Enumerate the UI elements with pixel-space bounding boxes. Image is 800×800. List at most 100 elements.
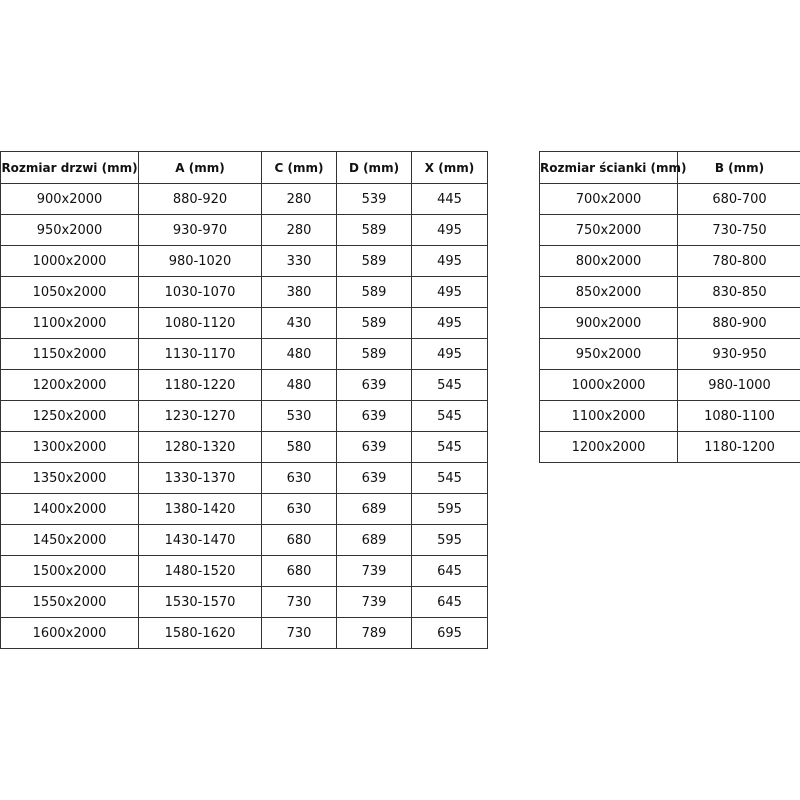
table-cell: 1450x2000 <box>0 524 139 556</box>
table-cell: 750x2000 <box>539 214 678 246</box>
table-cell: 495 <box>411 214 488 246</box>
table-row: 1350x2000 1330-1370 630 639 545 <box>0 462 488 494</box>
table-row: 850x2000 830-850 <box>539 276 800 308</box>
table-row: 900x2000 880-920 280 539 445 <box>0 183 488 215</box>
table-cell: 1400x2000 <box>0 493 139 525</box>
table-cell: 280 <box>261 214 337 246</box>
table-cell: 1480-1520 <box>138 555 262 587</box>
table-cell: 495 <box>411 276 488 308</box>
table-cell: 1550x2000 <box>0 586 139 618</box>
table-row: 1200x2000 1180-1200 <box>539 431 800 463</box>
table-cell: 595 <box>411 493 488 525</box>
table-cell: 1000x2000 <box>539 369 678 401</box>
table-cell: 639 <box>336 431 412 463</box>
table-cell: 1130-1170 <box>138 338 262 370</box>
table-cell: 589 <box>336 245 412 277</box>
table-cell: 689 <box>336 524 412 556</box>
table-row: 1300x2000 1280-1320 580 639 545 <box>0 431 488 463</box>
table-cell: 1050x2000 <box>0 276 139 308</box>
table-cell: 480 <box>261 369 337 401</box>
table-row: 1250x2000 1230-1270 530 639 545 <box>0 400 488 432</box>
table-cell: 830-850 <box>677 276 800 308</box>
table-cell: 680 <box>261 524 337 556</box>
table-cell: 1300x2000 <box>0 431 139 463</box>
table-row: 1000x2000 980-1000 <box>539 369 800 401</box>
table-row: 1600x2000 1580-1620 730 789 695 <box>0 617 488 649</box>
table-row: 1200x2000 1180-1220 480 639 545 <box>0 369 488 401</box>
table-cell: 680 <box>261 555 337 587</box>
table-cell: 980-1000 <box>677 369 800 401</box>
table-row: 750x2000 730-750 <box>539 214 800 246</box>
header-row: Rozmiar drzwi (mm) A (mm) C (mm) D (mm) X (m… <box>0 151 488 184</box>
table-row: 700x2000 680-700 <box>539 183 800 215</box>
table-cell: 1200x2000 <box>0 369 139 401</box>
table-cell: 589 <box>336 276 412 308</box>
table-cell: 1030-1070 <box>138 276 262 308</box>
table-cell: 730-750 <box>677 214 800 246</box>
table-cell: 1600x2000 <box>0 617 139 649</box>
table-cell: 595 <box>411 524 488 556</box>
column-header: B (mm) <box>677 151 800 184</box>
table-cell: 589 <box>336 214 412 246</box>
table-cell: 545 <box>411 369 488 401</box>
table-cell: 789 <box>336 617 412 649</box>
table-cell: 1500x2000 <box>0 555 139 587</box>
table-cell: 589 <box>336 338 412 370</box>
door-size-table: Rozmiar drzwi (mm) A (mm) C (mm) D (mm) X (m… <box>0 151 488 649</box>
table-cell: 730 <box>261 586 337 618</box>
table-cell: 495 <box>411 245 488 277</box>
table-cell: 430 <box>261 307 337 339</box>
table-cell: 495 <box>411 338 488 370</box>
header-row: Rozmiar ścianki (mm) B (mm) <box>539 151 800 184</box>
table-row: 1550x2000 1530-1570 730 739 645 <box>0 586 488 618</box>
table-cell: 680-700 <box>677 183 800 215</box>
table-cell: 900x2000 <box>0 183 139 215</box>
table-cell: 280 <box>261 183 337 215</box>
table-row: 1100x2000 1080-1100 <box>539 400 800 432</box>
table-row: 1000x2000 980-1020 330 589 495 <box>0 245 488 277</box>
table-cell: 1180-1200 <box>677 431 800 463</box>
table-cell: 1080-1100 <box>677 400 800 432</box>
wall-size-table: Rozmiar ścianki (mm) B (mm) 700x2000 680-7… <box>539 151 800 463</box>
table-cell: 445 <box>411 183 488 215</box>
table-cell: 1150x2000 <box>0 338 139 370</box>
table-cell: 530 <box>261 400 337 432</box>
table-cell: 850x2000 <box>539 276 678 308</box>
column-header: C (mm) <box>261 151 337 184</box>
table-cell: 380 <box>261 276 337 308</box>
table-row: 1400x2000 1380-1420 630 689 595 <box>0 493 488 525</box>
table-row: 1150x2000 1130-1170 480 589 495 <box>0 338 488 370</box>
table-row: 1100x2000 1080-1120 430 589 495 <box>0 307 488 339</box>
table-cell: 1230-1270 <box>138 400 262 432</box>
column-header: A (mm) <box>138 151 262 184</box>
table-cell: 580 <box>261 431 337 463</box>
table-cell: 330 <box>261 245 337 277</box>
table-row: 900x2000 880-900 <box>539 307 800 339</box>
table-cell: 1100x2000 <box>539 400 678 432</box>
table-cell: 880-920 <box>138 183 262 215</box>
table-cell: 1000x2000 <box>0 245 139 277</box>
table-cell: 739 <box>336 586 412 618</box>
table-cell: 1430-1470 <box>138 524 262 556</box>
table-cell: 1530-1570 <box>138 586 262 618</box>
table-cell: 980-1020 <box>138 245 262 277</box>
table-row: 950x2000 930-950 <box>539 338 800 370</box>
table-cell: 695 <box>411 617 488 649</box>
table-cell: 639 <box>336 369 412 401</box>
table-row: 950x2000 930-970 280 589 495 <box>0 214 488 246</box>
table-cell: 1580-1620 <box>138 617 262 649</box>
table-cell: 1250x2000 <box>0 400 139 432</box>
table-cell: 639 <box>336 400 412 432</box>
column-header: X (mm) <box>411 151 488 184</box>
table-cell: 545 <box>411 462 488 494</box>
table-cell: 589 <box>336 307 412 339</box>
table-cell: 1380-1420 <box>138 493 262 525</box>
table-cell: 689 <box>336 493 412 525</box>
table-cell: 1350x2000 <box>0 462 139 494</box>
table-cell: 1200x2000 <box>539 431 678 463</box>
table-cell: 480 <box>261 338 337 370</box>
table-cell: 1100x2000 <box>0 307 139 339</box>
table-cell: 645 <box>411 555 488 587</box>
column-header: Rozmiar drzwi (mm) <box>0 151 139 184</box>
table-cell: 730 <box>261 617 337 649</box>
